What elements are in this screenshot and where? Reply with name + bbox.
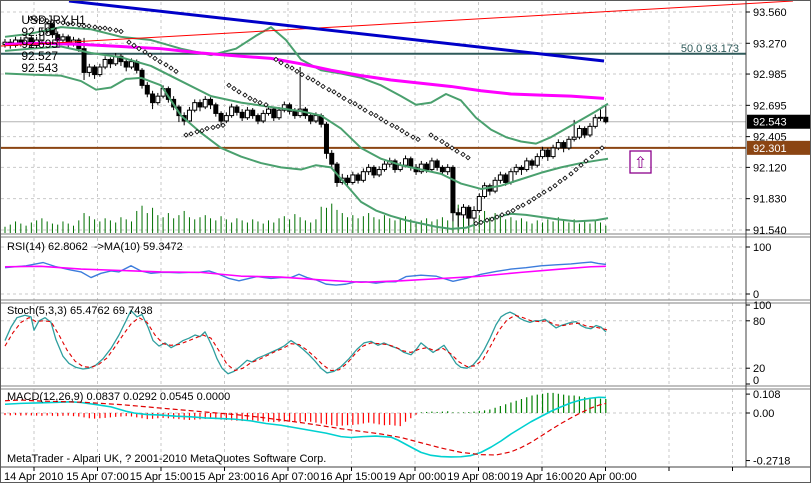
ohlc-open: 92.584 (21, 25, 59, 39)
svg-text:0: 0 (753, 289, 759, 301)
ohlc-high: 92.695 (21, 37, 59, 51)
svg-text:16 Apr 07:00: 16 Apr 07:00 (257, 471, 319, 483)
svg-text:20 Apr 00:00: 20 Apr 00:00 (574, 471, 636, 483)
svg-text:92.120: 92.120 (753, 162, 787, 174)
svg-text:15 Apr 23:00: 15 Apr 23:00 (193, 471, 255, 483)
macd-indicator-label: MACD(12,26,9) 0.0837 0.0292 0.0545 0.000… (7, 391, 231, 403)
rsi-indicator-label: RSI(14) 62.8062 ->MA(10) 59.3472 (7, 241, 183, 253)
svg-text:93.270: 93.270 (753, 38, 787, 50)
svg-text:15 Apr 15:00: 15 Apr 15:00 (130, 471, 192, 483)
ohlc-close: 92.543 (21, 61, 59, 75)
fibonacci-level-label: 50.0 93.173 (680, 43, 739, 55)
svg-text:19 Apr 16:00: 19 Apr 16:00 (511, 471, 573, 483)
svg-text:92.695: 92.695 (753, 100, 787, 112)
svg-text:100: 100 (753, 242, 771, 254)
svg-text:-0.2718: -0.2718 (753, 456, 790, 468)
svg-text:0.108: 0.108 (753, 389, 781, 401)
stochastic-indicator-label: Stoch(5,3,3) 65.4762 69.7438 (7, 305, 153, 317)
svg-text:92.301: 92.301 (753, 143, 787, 155)
ohlc-low: 92.527 (21, 49, 59, 63)
svg-text:16 Apr 15:00: 16 Apr 15:00 (320, 471, 382, 483)
svg-text:⇧: ⇧ (634, 155, 647, 172)
copyright-text: MetaTrader - Alpari UK, ? 2001-2010 Meta… (7, 453, 327, 465)
svg-text:91.540: 91.540 (753, 225, 787, 237)
svg-text:91.830: 91.830 (753, 194, 787, 206)
svg-text:0.00: 0.00 (753, 408, 774, 420)
svg-text:20: 20 (753, 363, 765, 375)
svg-text:14 Apr 2010: 14 Apr 2010 (4, 471, 63, 483)
svg-text:19 Apr 00:00: 19 Apr 00:00 (384, 471, 446, 483)
svg-text:92.405: 92.405 (753, 132, 787, 144)
svg-text:80: 80 (753, 316, 765, 328)
svg-text:100: 100 (753, 300, 771, 312)
svg-text:15 Apr 07:00: 15 Apr 07:00 (66, 471, 128, 483)
svg-text:0: 0 (753, 375, 759, 387)
svg-text:92.985: 92.985 (753, 69, 787, 81)
svg-text:92.543: 92.543 (753, 117, 787, 129)
svg-text:⇧: ⇧ (52, 35, 64, 51)
svg-text:93.560: 93.560 (753, 7, 787, 19)
chart-title: USDJPY,H1 92.584 92.695 92.527 92.543 (8, 2, 90, 86)
symbol-period-label: USDJPY,H1 (21, 13, 86, 27)
svg-text:19 Apr 08:00: 19 Apr 08:00 (447, 471, 509, 483)
